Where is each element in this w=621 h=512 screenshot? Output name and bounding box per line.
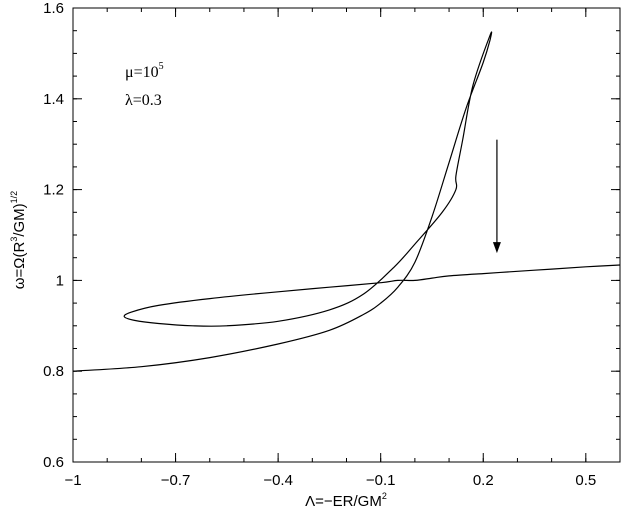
y-tick-label: 0.6 xyxy=(43,454,64,471)
y-axis-label-exp2: 1/2 xyxy=(9,191,19,204)
y-axis-label-part2: /GM) xyxy=(11,203,28,236)
tick-labels: −1 −0.7 −0.4 −0.1 0.2 0.5 0.6 0.8 1 1.2 1.4 1.6 xyxy=(43,0,596,489)
series-layer xyxy=(72,31,621,372)
y-tick-label: 1.4 xyxy=(43,91,64,108)
x-tick-label: 0.2 xyxy=(473,472,494,489)
x-tick-label: −0.7 xyxy=(161,472,191,489)
x-axis-label-exp: 2 xyxy=(382,491,387,501)
y-tick-label: 1 xyxy=(56,272,64,289)
x-tick-label: −1 xyxy=(64,472,81,489)
y-tick-label: 1.2 xyxy=(43,182,64,199)
x-tick-label: −0.1 xyxy=(366,472,396,489)
annotation-mu: μ=105 xyxy=(125,61,164,81)
x-tick-label: −0.4 xyxy=(263,472,293,489)
x-tick-label: 0.5 xyxy=(575,472,596,489)
series-line-0 xyxy=(72,31,621,372)
y-axis-label-part1: ω=Ω(R xyxy=(11,242,28,290)
y-axis-label: ω=Ω(R3/GM)1/2 xyxy=(9,191,28,289)
x-axis-label: Λ=−ER/GM2 xyxy=(305,491,387,510)
arrow-head xyxy=(492,242,501,254)
annotation-mu-base: μ=10 xyxy=(125,64,159,81)
annotation-lambda: λ=0.3 xyxy=(125,92,162,109)
annotation-mu-exp: 5 xyxy=(159,61,164,72)
y-tick-label: 1.6 xyxy=(43,0,64,17)
x-axis-label-base: Λ=−ER/GM xyxy=(305,493,382,510)
y-axis-label-exp1: 3 xyxy=(9,237,19,242)
y-tick-label: 0.8 xyxy=(43,363,64,380)
